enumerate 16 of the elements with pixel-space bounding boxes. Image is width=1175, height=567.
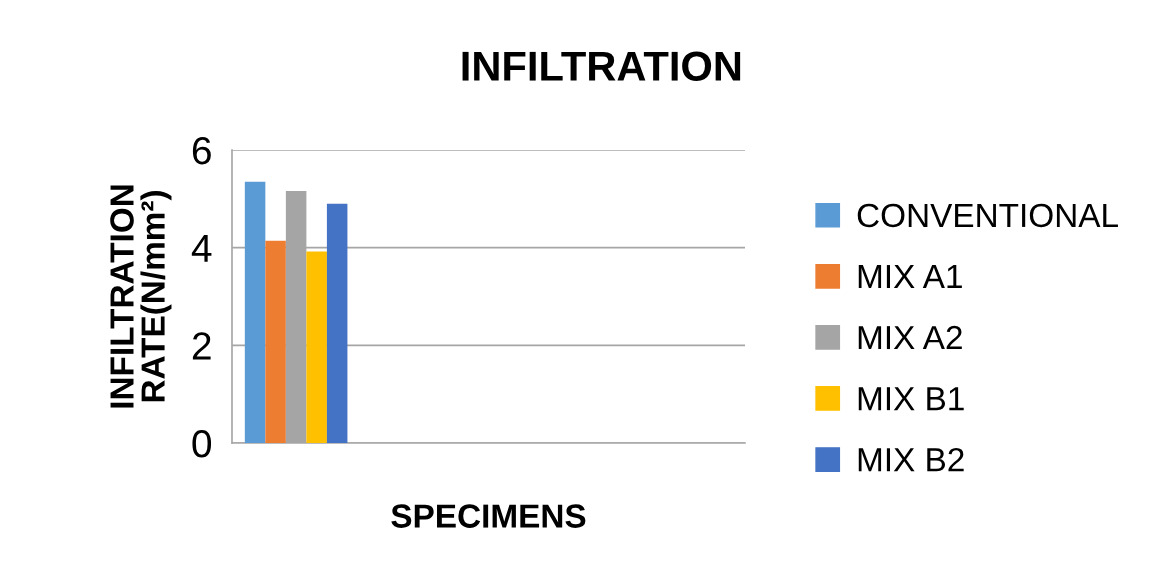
- legend-label: CONVENTIONAL: [857, 203, 1118, 228]
- y-tick-label: 4: [191, 235, 212, 262]
- legend-label: MIX A2: [858, 325, 962, 350]
- chart-title: INFILTRATION: [462, 51, 741, 81]
- bar: [244, 181, 266, 443]
- legend-label: MIX A1: [858, 265, 962, 288]
- bar: [265, 240, 286, 443]
- y-tick-label: 6: [192, 136, 211, 165]
- bar: [306, 251, 327, 443]
- legend-label: MIX B1: [858, 387, 964, 411]
- y-axis-title: INFILTRATION RATE(N/mm²): [110, 185, 172, 408]
- y-tick-label: 0: [192, 429, 212, 458]
- y-tick-label: 2: [192, 332, 211, 360]
- x-axis-title: SPECIMENS: [391, 504, 586, 528]
- bar: [326, 203, 348, 443]
- legend-label: MIX B2: [858, 447, 964, 472]
